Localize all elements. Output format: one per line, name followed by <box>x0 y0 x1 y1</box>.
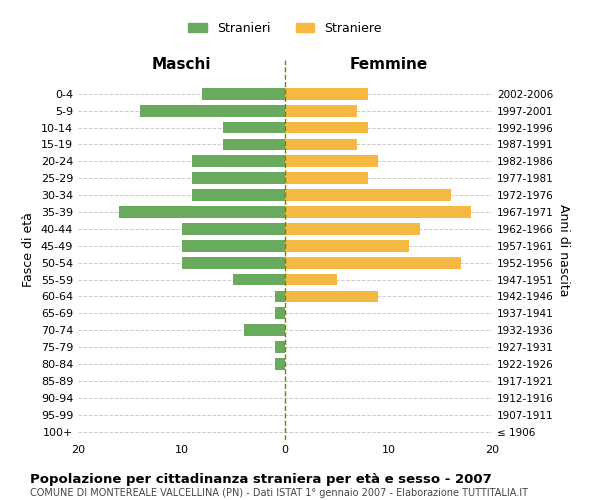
Bar <box>275 341 285 353</box>
Text: Popolazione per cittadinanza straniera per età e sesso - 2007: Popolazione per cittadinanza straniera p… <box>30 472 492 486</box>
Bar <box>192 172 285 184</box>
Bar <box>182 223 285 235</box>
Bar <box>285 206 472 218</box>
Bar <box>285 274 337 285</box>
Bar <box>140 105 285 117</box>
Bar <box>285 105 358 117</box>
Text: COMUNE DI MONTEREALE VALCELLINA (PN) - Dati ISTAT 1° gennaio 2007 - Elaborazione: COMUNE DI MONTEREALE VALCELLINA (PN) - D… <box>30 488 528 498</box>
Bar <box>275 308 285 319</box>
Bar <box>223 122 285 134</box>
Bar <box>285 189 451 201</box>
Bar <box>244 324 285 336</box>
Bar <box>285 257 461 268</box>
Bar <box>182 257 285 268</box>
Bar <box>285 172 368 184</box>
Bar <box>275 358 285 370</box>
Bar <box>119 206 285 218</box>
Bar <box>285 122 368 134</box>
Bar <box>223 138 285 150</box>
Text: Maschi: Maschi <box>152 57 211 72</box>
Bar <box>202 88 285 100</box>
Text: Femmine: Femmine <box>349 57 428 72</box>
Bar <box>275 290 285 302</box>
Bar <box>182 240 285 252</box>
Bar <box>285 138 358 150</box>
Bar <box>233 274 285 285</box>
Bar <box>285 223 419 235</box>
Bar <box>285 156 378 167</box>
Legend: Stranieri, Straniere: Stranieri, Straniere <box>183 17 387 40</box>
Y-axis label: Anni di nascita: Anni di nascita <box>557 204 570 296</box>
Bar <box>285 240 409 252</box>
Bar <box>192 156 285 167</box>
Bar <box>285 290 378 302</box>
Y-axis label: Fasce di età: Fasce di età <box>22 212 35 288</box>
Bar <box>285 88 368 100</box>
Bar <box>192 189 285 201</box>
